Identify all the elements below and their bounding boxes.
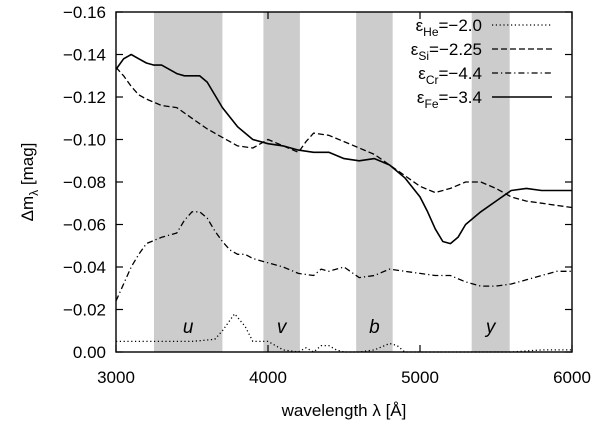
axis-ticks: 3000 4000 5000 6000 0.00 −0.02 −0.04 −0.06 −0.08… — [63, 3, 591, 387]
x-tick-label: 5000 — [401, 368, 439, 387]
band-y — [471, 12, 510, 352]
legend-label-si: εSi=−2.25 — [411, 40, 482, 63]
x-tick-label: 6000 — [553, 368, 591, 387]
y-axis-title-main: Δm — [18, 196, 37, 222]
band-label-u: u — [183, 317, 194, 338]
y-axis-title-sub: λ — [27, 190, 41, 196]
y-tick-label: −0.10 — [63, 131, 106, 150]
band-v — [263, 12, 300, 352]
y-tick-label: −0.08 — [63, 173, 106, 192]
band-u — [154, 12, 223, 352]
y-tick-label: −0.06 — [63, 216, 106, 235]
spectral-bands — [154, 12, 510, 352]
x-tick-label: 3000 — [97, 368, 135, 387]
legend-label-fe: εFe=−3.4 — [417, 88, 482, 111]
legend-label-he: εHe=−2.0 — [416, 16, 482, 39]
band-label-v: v — [277, 317, 288, 338]
y-tick-label: −0.14 — [63, 46, 106, 65]
band-b — [356, 12, 393, 352]
y-tick-label: −0.02 — [63, 301, 106, 320]
series-line-cr — [115, 211, 572, 302]
y-axis-title: Δmλ [mag] — [18, 143, 41, 222]
series-line-fe — [115, 53, 572, 245]
y-tick-label: −0.16 — [63, 3, 106, 22]
band-label-b: b — [369, 317, 380, 338]
data-series — [115, 53, 573, 353]
legend-label-cr: εCr=−4.4 — [418, 64, 482, 87]
y-tick-label: −0.04 — [63, 258, 106, 277]
y-axis-title-unit: [mag] — [18, 143, 37, 190]
y-tick-label: −0.12 — [63, 88, 106, 107]
x-tick-label: 4000 — [249, 368, 287, 387]
band-label-y: y — [484, 317, 497, 338]
x-axis-title: wavelength λ [Å] — [281, 401, 407, 420]
series-line-si — [115, 66, 573, 209]
series-line-he — [116, 313, 572, 353]
y-tick-label: 0.00 — [73, 343, 106, 362]
